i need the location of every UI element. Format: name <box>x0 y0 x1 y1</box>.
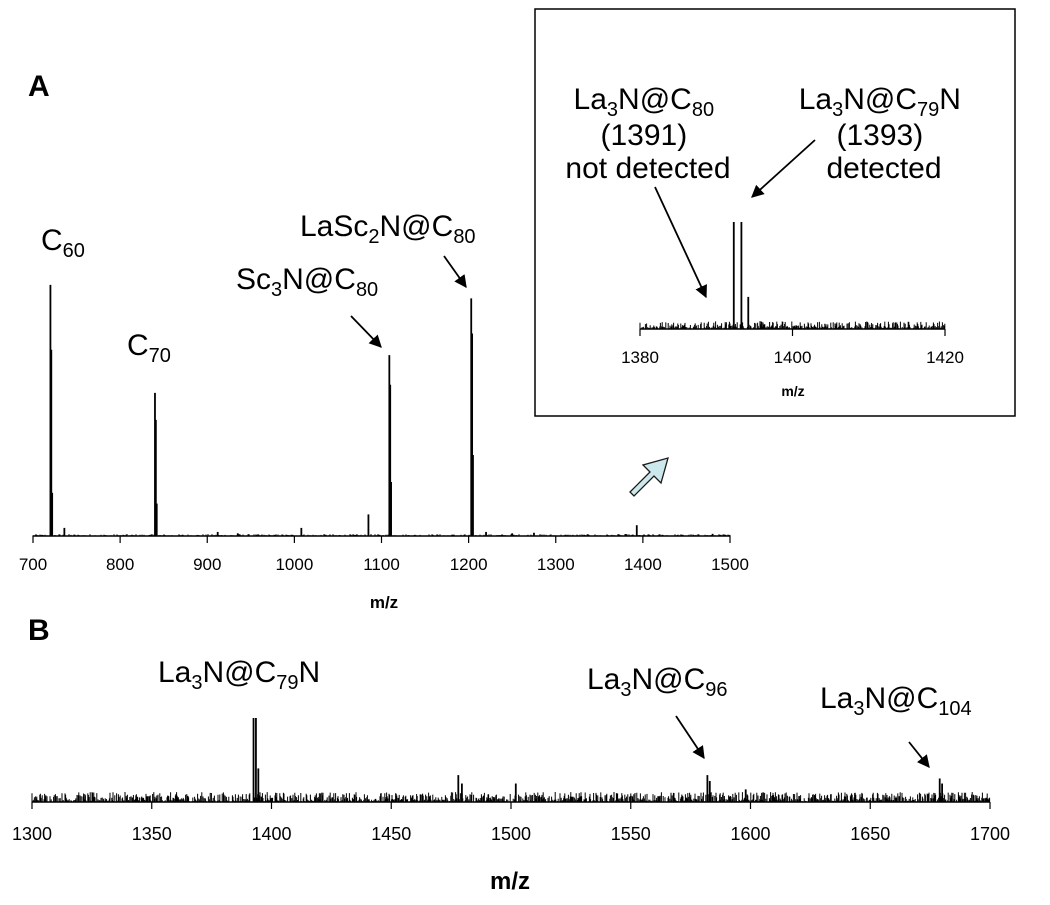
panel-b: B 1300 1350 1400 1450 1500 1550 1600 1650 1700 m… <box>12 614 1010 895</box>
spectra-layer <box>31 222 991 809</box>
inset-plot <box>639 222 946 336</box>
panelA-tick-label: 1200 <box>450 555 488 574</box>
c60-label: C60 <box>41 224 85 262</box>
b-c96-arrow <box>675 715 705 760</box>
panelA-tick-label: 1100 <box>363 555 400 574</box>
sc3n-c80-label: Sc3N@C80 <box>236 263 378 301</box>
panelB-tick-label: 1450 <box>371 824 411 844</box>
lasc2n-c80-label: LaSc2N@C80 <box>300 210 476 248</box>
panelB-tick-label: 1400 <box>251 824 291 844</box>
inset-panel: 1380 1400 1420 m/z La3N@C80 (1391) not det… <box>534 8 1016 417</box>
panel-b-label: B <box>28 614 50 647</box>
panelA-tick-label: 900 <box>193 555 221 574</box>
panelB-tick-label: 1700 <box>970 824 1010 844</box>
panelA-tick-label: 1300 <box>537 555 575 574</box>
panelA-tick-label: 700 <box>19 555 47 574</box>
inset-la3n-c80-label: La3N@C80 (1391) not detected <box>565 83 730 185</box>
panel-b-x-axis-label: m/z <box>490 868 530 895</box>
b-la3n-c79n-label: La3N@C79N <box>158 656 320 694</box>
panel-b-tick-labels: 1300 1350 1400 1450 1500 1550 1600 1650 1700 <box>12 824 1010 844</box>
c70-label: C70 <box>127 329 171 367</box>
inset-left-arrow <box>654 186 707 299</box>
panelB-tick-label: 1350 <box>132 824 172 844</box>
inset-la3n-c79n-label: La3N@C79N (1393) detected <box>799 83 970 185</box>
inset-tick-label: 1400 <box>774 348 812 367</box>
panelB-tick-label: 1600 <box>730 824 770 844</box>
panel-a-tick-labels: 700 800 900 1000 1100 1200 1300 1400 1500 <box>19 555 749 574</box>
panel-a-x-axis-label: m/z <box>370 593 398 612</box>
sc3n-arrow <box>350 315 382 348</box>
panelA-tick-label: 1400 <box>624 555 662 574</box>
inset-x-axis-label: m/z <box>781 383 804 399</box>
panel-a-label: A <box>28 70 50 103</box>
b-c104-arrow <box>908 741 930 768</box>
inset-frame <box>534 8 1016 417</box>
panel-a: A 700 800 900 1000 1100 1200 1300 1400 1500 m/z … <box>19 70 749 612</box>
diagonal-block-arrow-icon <box>629 457 669 497</box>
panelB-tick-label: 1500 <box>491 824 531 844</box>
inset-right-arrow <box>751 139 816 198</box>
panelB-tick-label: 1650 <box>850 824 890 844</box>
panelB-noise-trace <box>31 792 991 802</box>
panelB-plot <box>31 718 991 809</box>
lasc2n-arrow <box>443 255 467 289</box>
panelA-tick-label: 1000 <box>275 555 313 574</box>
b-la3n-c96-label: La3N@C96 <box>587 663 728 701</box>
inset-tick-labels: 1380 1400 1420 <box>621 348 964 367</box>
inset-tick-label: 1380 <box>621 348 659 367</box>
panelA-tick-label: 1500 <box>711 555 749 574</box>
panelA-tick-label: 800 <box>106 555 134 574</box>
inset-tick-label: 1420 <box>926 348 964 367</box>
panelB-tick-label: 1550 <box>611 824 651 844</box>
panelA-plot <box>32 284 731 543</box>
b-la3n-c104-label: La3N@C104 <box>820 682 972 720</box>
panelB-tick-label: 1300 <box>12 824 52 844</box>
panelA-noise-trace <box>32 534 731 536</box>
